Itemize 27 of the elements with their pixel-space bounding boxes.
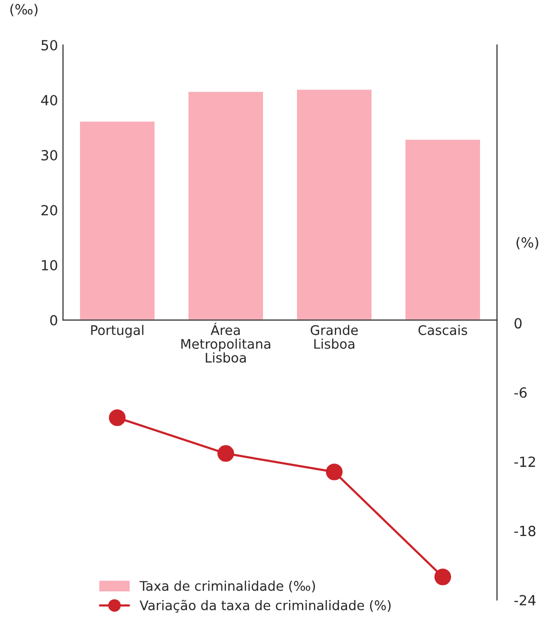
point bbox=[434, 568, 452, 586]
y-tick-label: 30 bbox=[42, 150, 58, 160]
x-tick-label: Grande Lisboa bbox=[310, 324, 358, 349]
y-tick-label: 0 bbox=[50, 314, 58, 326]
y2-tick-label: -12 bbox=[514, 456, 535, 467]
bar bbox=[78, 120, 156, 321]
x-tick-label: Cascais bbox=[418, 324, 468, 336]
y-axis-title: (‰) bbox=[10, 4, 38, 16]
x-tick-label: Portugal bbox=[91, 324, 144, 338]
x-tick-label: Área Metropolitana Lisboa bbox=[181, 322, 270, 363]
y-tick-label: 50 bbox=[42, 40, 58, 50]
legend-label: Variação da taxa de criminalidade (%) bbox=[140, 600, 391, 613]
y2-tick-label: -6 bbox=[514, 387, 527, 398]
point bbox=[326, 464, 343, 480]
bar bbox=[296, 88, 373, 321]
bar bbox=[404, 138, 482, 321]
bar bbox=[187, 90, 264, 321]
y-tick-label: 20 bbox=[41, 204, 58, 216]
y2-tick-label: 0 bbox=[514, 318, 522, 329]
point bbox=[217, 445, 234, 462]
y2-tick-label: -24 bbox=[514, 594, 536, 606]
point bbox=[108, 409, 126, 426]
y-tick-label: 10 bbox=[42, 260, 58, 270]
legend-label: Taxa de criminalidade (‰) bbox=[140, 580, 315, 592]
y-tick-label: 40 bbox=[41, 94, 58, 106]
y2-axis-title: (%) bbox=[516, 237, 538, 250]
y2-tick-label: -18 bbox=[514, 526, 536, 536]
